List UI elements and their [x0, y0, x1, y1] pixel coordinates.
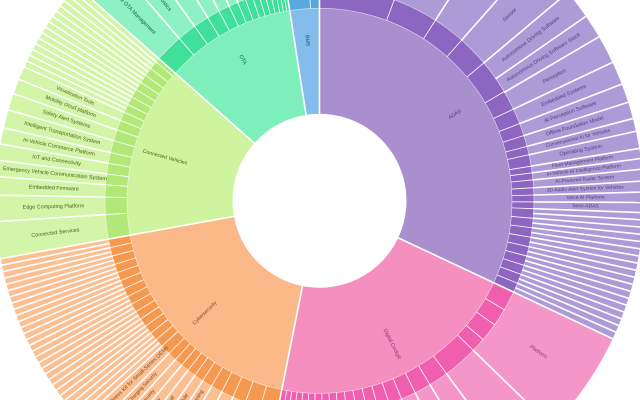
svg-text:Voice AI Platform: Voice AI Platform — [566, 195, 604, 201]
svg-text:Connected Services: Connected Services — [31, 227, 80, 239]
svg-text:Semi-ADAS: Semi-ADAS — [572, 203, 599, 210]
svg-text:BMS: BMS — [304, 35, 311, 47]
svg-text:OTA: OTA — [237, 54, 247, 66]
svg-text:Embedded Firmware: Embedded Firmware — [29, 184, 79, 192]
svg-text:Edge Computing Platform: Edge Computing Platform — [23, 203, 85, 210]
svg-text:AI-Powered Radar System: AI-Powered Radar System — [555, 174, 614, 185]
svg-text:3D Audio Alert System for Vehi: 3D Audio Alert System for Vehicles — [547, 184, 625, 193]
